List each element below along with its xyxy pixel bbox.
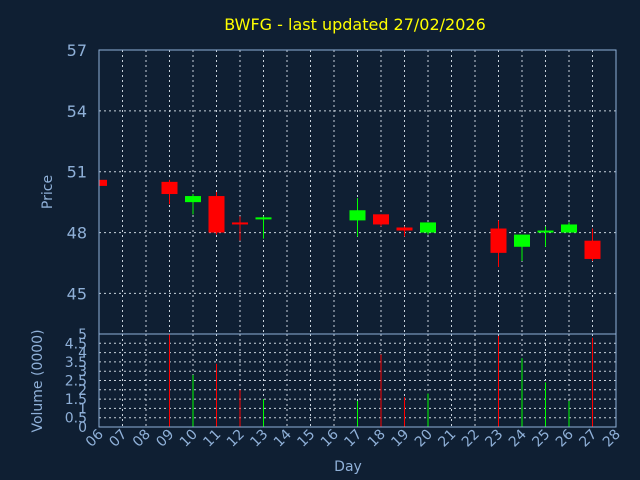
price-axis-label: Price: [40, 175, 56, 209]
candle-23: [490, 220, 507, 268]
x-tick-label: 10: [177, 427, 201, 451]
volume-tick-label: 2.5: [65, 374, 87, 390]
volume-y-ticks: 00.511.522.533.544.55: [65, 327, 87, 436]
x-tick-label: 27: [576, 427, 600, 451]
volume-gridlines: [99, 333, 616, 428]
volume-tick-label: 4: [78, 346, 87, 362]
candle-25: [537, 226, 554, 247]
candle-27: [584, 228, 601, 261]
x-tick-label: 08: [130, 427, 154, 451]
volume-tick-label: 3: [78, 364, 87, 380]
price-candles: [98, 179, 601, 268]
candle-body: [490, 228, 507, 253]
candle-19: [396, 226, 413, 237]
candle-body: [514, 234, 530, 247]
volume-tick-label: 2: [78, 383, 87, 399]
volume-plot-frame: [98, 333, 617, 428]
chart-title: BWFG - last updated 27/02/2026: [224, 15, 486, 34]
x-tick-label: 25: [529, 427, 553, 451]
volume-tick-label: 3.5: [65, 355, 87, 371]
x-axis-label: Day: [334, 459, 362, 475]
candle-18: [373, 214, 389, 227]
x-tick-label: 14: [271, 426, 295, 450]
candle-09: [161, 179, 178, 205]
x-tick-label: 15: [294, 427, 318, 451]
x-tick-label: 16: [318, 426, 342, 450]
price-tick-label: 57: [67, 41, 87, 60]
candle-body: [561, 224, 577, 233]
x-tick-label: 21: [435, 427, 459, 451]
price-tick-label: 54: [67, 102, 87, 121]
x-tick-label: 11: [200, 427, 224, 451]
candle-body: [349, 210, 366, 221]
x-tick-label: 13: [247, 427, 271, 451]
volume-axis-label: Volume (0000): [30, 329, 46, 432]
volume-tick-label: 5: [78, 327, 87, 343]
volume-tick-label: 1: [78, 401, 87, 417]
price-y-ticks: 45 48 51 54 57: [67, 41, 87, 303]
candle-body: [99, 179, 107, 186]
candle-body: [161, 181, 178, 195]
x-tick-label: 20: [412, 427, 436, 451]
volume-tick-label: 4.5: [65, 336, 87, 352]
x-tick-label: 12: [224, 427, 248, 451]
candle-body: [420, 222, 436, 233]
volume-bars: [169, 334, 593, 427]
x-tick-label: 24: [506, 426, 530, 450]
x-tick-label: 23: [482, 427, 506, 451]
x-tick-label: 26: [553, 426, 577, 450]
candle-body: [185, 196, 201, 203]
x-tick-label: 19: [388, 427, 412, 451]
x-tick-label: 18: [365, 427, 389, 451]
candle-body: [255, 217, 272, 220]
candle-20: [420, 222, 436, 235]
candle-06: [98, 179, 107, 186]
price-tick-label: 48: [67, 224, 87, 243]
candle-11: [208, 192, 225, 235]
candle-24: [514, 234, 530, 261]
x-ticks: 06 07 08 09 10 11 12 13 14 15 16 17 18 19 20 21 22 23 24 25…: [83, 426, 624, 450]
candle-body: [537, 230, 554, 233]
x-tick-label: 28: [600, 427, 624, 451]
candle-body: [373, 214, 389, 225]
candle-10: [185, 194, 201, 215]
candle-12: [232, 216, 248, 241]
candle-body: [208, 196, 225, 233]
volume-tick-label: 0.5: [65, 411, 87, 427]
price-gridlines: [99, 49, 616, 334]
candle-body: [232, 222, 248, 225]
candle-body: [584, 240, 601, 259]
x-tick-label: 09: [153, 427, 177, 451]
x-tick-label: 22: [459, 427, 483, 451]
price-tick-label: 45: [67, 284, 87, 303]
volume-tick-label: 0: [78, 420, 87, 436]
candle-body: [396, 227, 413, 231]
price-tick-label: 51: [67, 163, 87, 182]
candle-13: [255, 216, 272, 239]
volume-tick-label: 1.5: [65, 392, 87, 408]
candle-26: [561, 222, 577, 233]
x-tick-label: 17: [341, 427, 365, 451]
candle-17: [349, 198, 366, 237]
x-tick-label: 07: [106, 427, 130, 451]
